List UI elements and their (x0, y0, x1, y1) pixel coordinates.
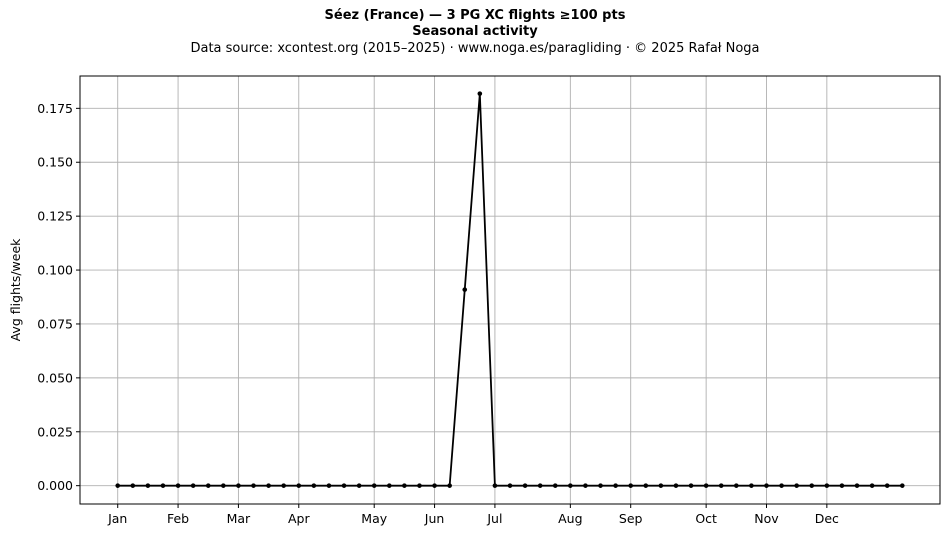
x-tick-label: Jan (107, 511, 127, 526)
data-point (899, 483, 905, 488)
data-point (537, 483, 543, 488)
x-tick-label: Dec (815, 511, 839, 526)
data-point (160, 483, 166, 488)
data-point (552, 483, 558, 488)
y-tick-label: 0.025 (37, 424, 73, 439)
data-point (356, 483, 362, 488)
data-point (145, 483, 151, 488)
data-point (809, 483, 815, 488)
data-point (884, 483, 890, 488)
data-point (598, 483, 603, 488)
chart-title-block: Séez (France) — 3 PG XC flights ≥100 pts… (0, 8, 950, 57)
y-tick-label: 0.075 (37, 316, 73, 331)
data-point (688, 483, 694, 488)
y-tick-label: 0.000 (37, 478, 73, 493)
x-tick-label: Sep (619, 511, 643, 526)
grid (80, 76, 940, 504)
data-point (296, 483, 302, 488)
data-point (779, 483, 784, 488)
data-point (175, 483, 181, 488)
x-tick-label: Oct (695, 511, 717, 526)
y-tick-label: 0.100 (37, 263, 73, 278)
data-point (613, 483, 618, 488)
data-point (628, 483, 634, 488)
x-tick-label: Apr (288, 511, 310, 526)
data-point (266, 483, 271, 488)
series-line (117, 92, 903, 487)
x-tick-label: Jul (486, 511, 502, 526)
data-point (251, 483, 256, 488)
x-axis: Jan Feb Mar Apr May Jun Jul Aug Sep Oct Nov Dec (107, 504, 839, 526)
data-point (522, 483, 528, 488)
series (115, 91, 905, 488)
x-tick-label: Nov (754, 511, 779, 526)
data-point (115, 483, 121, 488)
data-point (673, 483, 679, 488)
data-point (718, 483, 724, 488)
data-point (583, 483, 588, 488)
data-point (311, 483, 317, 488)
data-point (794, 483, 799, 488)
data-point (869, 483, 875, 488)
x-tick-label: Aug (558, 511, 582, 526)
data-point (854, 483, 860, 488)
chart-subtitle: Seasonal activity (412, 24, 538, 39)
x-tick-label: May (361, 511, 387, 526)
x-tick-label: Jun (424, 511, 445, 526)
plot-frame (79, 75, 941, 505)
data-point (447, 483, 452, 488)
y-tick-label: 0.175 (37, 101, 73, 116)
data-point (281, 483, 286, 488)
data-point (764, 483, 769, 488)
y-axis: 0.000 0.025 0.050 0.075 0.100 0.125 0.150 0.175 (37, 101, 80, 493)
data-point (507, 483, 513, 488)
y-tick-label: 0.150 (37, 155, 73, 170)
data-point (492, 483, 498, 488)
x-tick-label: Mar (227, 511, 251, 526)
data-point (221, 483, 226, 488)
data-point (205, 483, 211, 488)
data-point (749, 483, 754, 488)
data-point (477, 91, 483, 96)
data-point (658, 483, 664, 488)
data-point (326, 483, 332, 488)
y-tick-label: 0.050 (37, 370, 73, 385)
data-point (236, 483, 241, 488)
data-point (371, 483, 377, 488)
data-point (824, 483, 830, 488)
chart-title: Séez (France) — 3 PG XC flights ≥100 pts (324, 8, 626, 23)
data-point (734, 483, 739, 488)
data-point (402, 483, 407, 488)
x-tick-label: Feb (167, 511, 189, 526)
y-tick-label: 0.125 (37, 209, 73, 224)
data-point (703, 483, 709, 488)
chart-source-line: Data source: xcontest.org (2015–2025) · … (190, 41, 760, 56)
data-point (341, 483, 347, 488)
y-axis-label: Avg flights/week (8, 238, 23, 342)
data-point (386, 483, 392, 488)
data-point (462, 287, 468, 292)
data-point (432, 483, 437, 488)
data-point (643, 483, 649, 488)
data-point (568, 483, 573, 488)
data-point (190, 483, 196, 488)
data-point (839, 483, 845, 488)
data-point (417, 483, 422, 488)
data-point (130, 483, 136, 488)
